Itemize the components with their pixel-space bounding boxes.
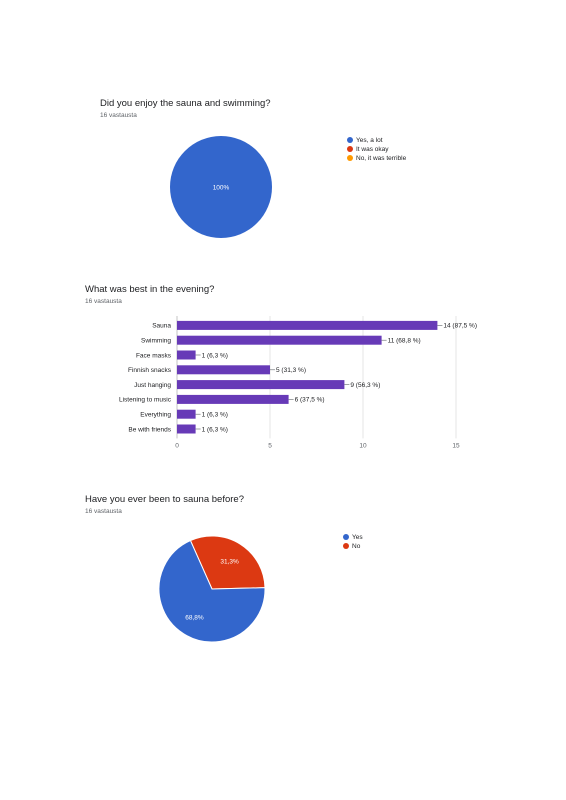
chart-1-subtitle: 16 vastausta [100,112,137,119]
chart-1-legend-label-1: It was okay [356,146,389,153]
chart-3-legend-marker-1 [343,543,349,549]
chart-1-pie: 100% Yes, a lot It was okay No, it was terr… [170,136,407,238]
chart-1-legend-label-0: Yes, a lot [356,137,383,144]
chart-2-category-6: Everything [140,412,171,419]
chart-1-legend-marker-1 [347,146,353,152]
chart-3-legend-label-0: Yes [352,534,363,541]
chart-2-tick-2: 10 [359,442,367,449]
chart-2-value-label-1: 11 (68,8 %) [388,338,421,345]
chart-2-category-1: Swimming [141,338,171,345]
chart-1-legend-label-2: No, it was terrible [356,155,407,162]
chart-2-value-label-7: 1 (6,3 %) [202,426,228,433]
chart-2-value-label-5: 6 (37,5 %) [295,397,325,404]
chart-2-bar-2 [177,350,196,360]
chart-2-bar-6 [177,409,196,419]
chart-2-bar-4 [177,380,345,390]
chart-2-bar-3 [177,365,270,375]
chart-3-slice-1 [189,535,266,590]
chart-2-category-0: Sauna [152,323,171,330]
chart-2-category-7: Be with friends [128,426,171,433]
chart-3-subtitle: 16 vastausta [85,508,122,515]
chart-2-value-label-4: 9 (56,3 %) [350,382,380,389]
chart-3-legend-label-1: No [352,543,361,550]
chart-2-category-2: Face masks [136,352,172,359]
chart-3-title: Have you ever been to sauna before? [85,494,244,505]
chart-1-section: Did you enjoy the sauna and swimming? 16… [0,0,566,260]
chart-2-category-5: Listening to music [119,397,172,404]
chart-1-slice-0 [170,136,272,238]
chart-1-slice-label-0: 100% [213,185,230,192]
chart-1-legend-marker-2 [347,155,353,161]
chart-1-title: Did you enjoy the sauna and swimming? [100,98,271,109]
chart-2-bar-1 [177,335,382,345]
chart-3-legend-marker-0 [343,534,349,540]
chart-3-slice-0 [158,539,266,643]
chart-2-bar-7 [177,424,196,434]
chart-1-legend-marker-0 [347,137,353,143]
chart-2-title: What was best in the evening? [85,284,215,295]
chart-2-value-label-3: 5 (31,3 %) [276,367,306,374]
chart-3-slice-label-0: 68,8% [185,614,204,621]
chart-3-slice-label-1: 31,3% [220,559,239,566]
chart-2-value-label-6: 1 (6,3 %) [202,412,228,419]
chart-2-bar-0 [177,320,438,330]
chart-2-bar-5 [177,394,289,404]
chart-2-value-label-0: 14 (87,5 %) [443,323,477,330]
chart-2-subtitle: 16 vastausta [85,298,122,305]
chart-2-tick-3: 15 [452,442,460,449]
chart-2-category-3: Finnish snacks [128,367,172,374]
chart-2-tick-1: 5 [268,442,272,449]
chart-2-category-4: Just hanging [134,382,171,389]
chart-2-value-label-2: 1 (6,3 %) [202,352,228,359]
chart-2-tick-0: 0 [175,442,179,449]
